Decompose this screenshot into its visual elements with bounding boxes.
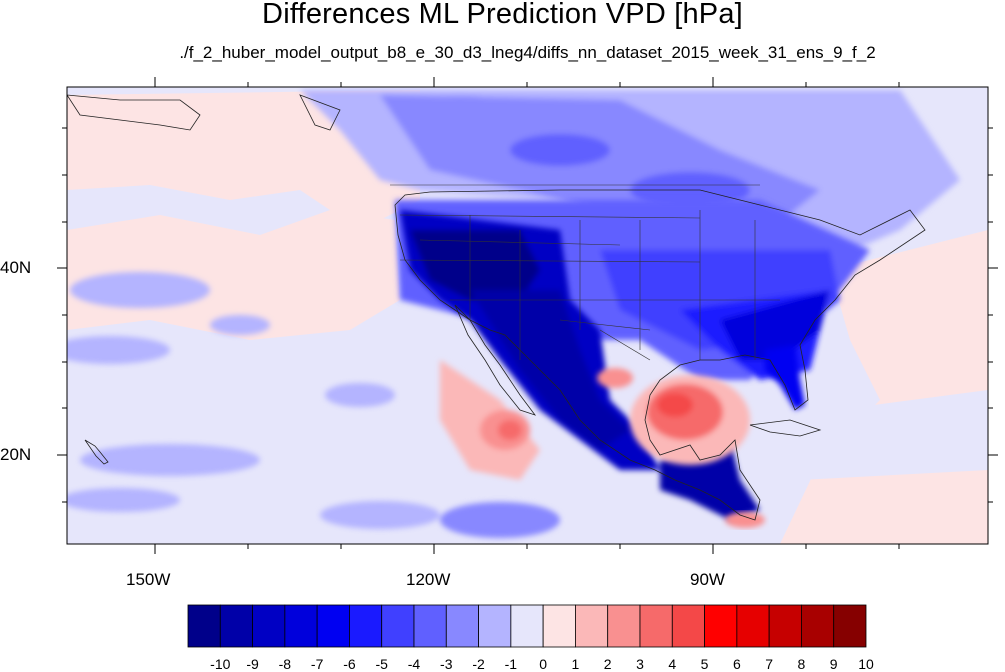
- colorbar-swatch: [639, 604, 673, 648]
- field-florida-negative: [765, 345, 805, 410]
- field-panama-positive: [725, 512, 765, 528]
- colorbar-swatch: [510, 604, 544, 648]
- field-pacific-north-positive: [67, 90, 420, 230]
- coast-alaska: [67, 94, 201, 131]
- colorbar-swatch: [316, 604, 350, 648]
- coast-canada-islands: [299, 94, 341, 131]
- colorbar-swatch: [187, 604, 221, 648]
- colorbar-swatch: [833, 604, 867, 648]
- political-borders: [390, 184, 780, 361]
- field-caribbean-light: [760, 390, 988, 480]
- lon-label-90w: 90W: [690, 570, 725, 589]
- colorbar-tick-label: -6: [343, 656, 356, 672]
- colorbar-swatch: [478, 604, 512, 648]
- colorbar-tick-label: 6: [732, 656, 741, 672]
- colorbar-tick-label: 8: [797, 656, 806, 672]
- field-baja-positive: [440, 360, 540, 480]
- colorbar-swatch: [349, 604, 383, 648]
- colorbar-swatch: [671, 604, 705, 648]
- lat-label-40n: 40N: [0, 258, 32, 277]
- colorbar-tick-label: 10: [858, 656, 874, 672]
- field-west-mexico-negative: [400, 210, 760, 520]
- colorbar-tick-label: -4: [407, 656, 421, 672]
- colorbar-swatch: [801, 604, 835, 648]
- colorbar-swatch: [445, 604, 479, 648]
- colorbar-tick-label: 0: [539, 656, 548, 672]
- colorbar-swatch: [575, 604, 609, 648]
- colorbar-swatch: [252, 604, 286, 648]
- colorbar-tick-label: 3: [636, 656, 644, 672]
- axis-ticks: [57, 77, 998, 554]
- colorbar-tick-label: 5: [700, 656, 709, 672]
- coast-hawaii: [84, 439, 109, 465]
- colorbar-tick-label: 1: [571, 656, 580, 672]
- colorbar-swatch: [704, 604, 738, 648]
- coast-baja: [454, 304, 537, 416]
- coastlines: [67, 94, 926, 521]
- colorbar-tick-label: 4: [668, 656, 677, 672]
- colorbar-tick-label: -5: [375, 656, 388, 672]
- colorbar-swatch: [413, 604, 447, 648]
- colorbar-tick-label: 7: [765, 656, 774, 672]
- coast-north-america: [394, 189, 926, 521]
- colorbar-swatch: [607, 604, 641, 648]
- lon-label-120w: 120W: [406, 570, 451, 589]
- colorbar: [187, 604, 867, 648]
- colorbar-tick-label: -10: [210, 656, 231, 672]
- colorbar-tick-label: -8: [278, 656, 292, 672]
- colorbar-tick-label: -9: [246, 656, 259, 672]
- colorbar-swatch: [542, 604, 576, 648]
- lon-label-150w: 150W: [126, 570, 171, 589]
- chart-title: Differences ML Prediction VPD [hPa]: [262, 0, 743, 30]
- colorbar-tick-label: 9: [829, 656, 838, 672]
- field-pacific-negative: [67, 272, 560, 538]
- colorbar-swatch: [381, 604, 415, 648]
- colorbar-tick-label: -7: [310, 656, 324, 672]
- colorbar-swatch: [219, 604, 253, 648]
- colorbar-swatch: [768, 604, 802, 648]
- colorbar-swatch: [284, 604, 318, 648]
- coast-cuba: [749, 419, 822, 437]
- field-gulf-positive: [597, 368, 750, 465]
- colorbar-tick-label: 2: [603, 656, 612, 672]
- lat-label-20n: 20N: [0, 445, 32, 464]
- colorbar-swatch: [736, 604, 770, 648]
- chart-subtitle: ./f_2_huber_model_output_b8_e_30_d3_lneg…: [179, 43, 876, 62]
- colorbar-tick-label: -2: [472, 656, 485, 672]
- colorbar-tick-label: -1: [504, 656, 518, 672]
- colorbar-tick-label: -3: [440, 656, 453, 672]
